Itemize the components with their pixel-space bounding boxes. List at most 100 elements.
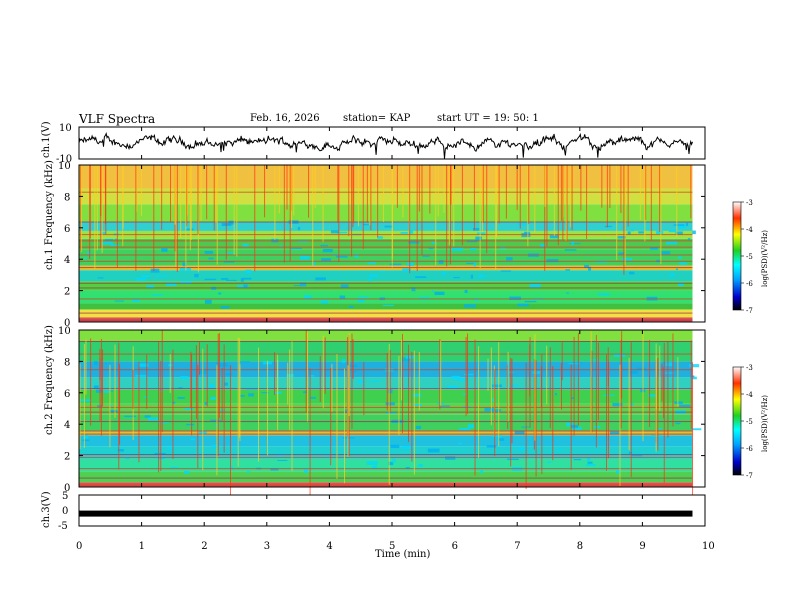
spec-streak	[562, 165, 564, 218]
spec-streak	[659, 165, 661, 232]
spec-speckle	[411, 287, 416, 292]
time-tick-label: 9	[639, 541, 645, 552]
spec-streak	[560, 363, 562, 410]
spec-streak	[690, 340, 692, 430]
spec-speckle	[297, 240, 309, 243]
spec-speckle	[406, 262, 414, 266]
spec-speckle	[400, 232, 408, 234]
spec-speckle	[447, 385, 459, 389]
spec-speckle	[379, 270, 385, 273]
spec-speckle	[627, 231, 631, 235]
spec-speckle	[401, 446, 412, 449]
spec-streak	[289, 349, 291, 431]
spec-streak	[370, 165, 372, 231]
spec-streak	[90, 338, 92, 426]
spec-speckle	[418, 464, 423, 467]
freq-tick-label: 0	[64, 483, 70, 494]
spec-streak	[274, 165, 276, 240]
spec-streak	[386, 352, 388, 411]
spec-streak	[216, 165, 218, 265]
spec-streak	[495, 165, 497, 270]
spec-speckle	[101, 231, 107, 235]
spec-speckle	[584, 265, 589, 269]
spec-speckle	[415, 276, 427, 278]
spec-speckle	[382, 304, 394, 307]
spec-speckle	[341, 359, 346, 363]
spec-speckle	[609, 431, 620, 435]
spec-streak	[398, 355, 400, 435]
spec-line	[79, 433, 693, 435]
spec-speckle	[324, 454, 328, 458]
spec-streak	[534, 334, 536, 441]
spec-speckle	[415, 425, 421, 430]
spec-speckle	[661, 251, 671, 255]
spec-streak	[319, 355, 321, 403]
spec-speckle	[665, 362, 673, 367]
spec-speckle	[142, 274, 151, 278]
spec-speckle	[431, 241, 436, 244]
ch3-ylabel: ch.3(V)	[41, 491, 52, 528]
spec-speckle	[228, 220, 235, 225]
ch1-waveform-line	[78, 131, 693, 159]
spec-streak	[274, 352, 276, 396]
spec-line	[79, 468, 693, 470]
spec-speckle	[384, 225, 393, 228]
spec-streak	[348, 165, 350, 237]
spec-streak	[416, 165, 418, 272]
spec-speckle	[621, 258, 633, 261]
spec-streak	[663, 342, 665, 483]
spec-band	[79, 165, 693, 189]
spec-streak	[337, 165, 339, 223]
spec-speckle	[245, 269, 252, 274]
time-tick-label: 0	[76, 541, 82, 552]
spec-speckle	[223, 261, 235, 263]
spec-speckle	[618, 252, 625, 255]
freq-tick-label: 2	[64, 452, 70, 463]
spec-line	[79, 353, 693, 355]
spec-streak	[119, 363, 121, 445]
spec-streak	[490, 347, 492, 426]
spec-speckle	[303, 391, 308, 394]
spec-speckle	[243, 284, 248, 288]
spec-streak	[659, 345, 661, 411]
spec-speckle	[87, 251, 91, 256]
spec-speckle	[668, 230, 678, 233]
spec-streak	[609, 165, 611, 209]
spec-streak	[357, 165, 359, 227]
spec-speckle	[486, 445, 497, 448]
spec-line	[79, 457, 693, 459]
spec-speckle	[498, 438, 505, 441]
spec-streak	[330, 367, 332, 466]
spec-streak	[577, 333, 579, 426]
spec-speckle	[304, 295, 312, 300]
spec-streak	[676, 165, 678, 237]
spec-streak	[544, 165, 546, 271]
time-axis: 0 1 2 3 4 5 6 7 8 9 10	[76, 127, 715, 552]
spec-speckle	[679, 262, 688, 266]
spec-streak	[100, 338, 102, 436]
spec-streak	[544, 165, 546, 207]
spec-speckle	[110, 390, 114, 392]
freq-tick-label: 8	[64, 192, 70, 203]
spec-speckle	[638, 231, 644, 234]
spec-streak	[96, 165, 98, 251]
spec-streak	[560, 165, 562, 222]
spec-speckle	[194, 273, 199, 278]
spec-speckle	[208, 257, 214, 260]
spec-streak	[586, 165, 588, 240]
spec-speckle	[491, 398, 495, 402]
spec-speckle	[499, 246, 506, 249]
spec-streak	[202, 348, 204, 471]
ch1-freq-ylabel: ch.1 Frequency (kHz)	[44, 160, 55, 270]
spec-speckle	[405, 466, 410, 470]
spec-streak	[351, 333, 353, 429]
spec-speckle	[565, 422, 575, 427]
spec-speckle	[204, 278, 217, 281]
spec-streak	[118, 342, 120, 470]
colorbar-tick-label: -4	[746, 391, 753, 399]
spec-line	[79, 240, 693, 242]
spec-speckle	[648, 394, 657, 397]
spec-speckle	[299, 282, 307, 287]
spec-speckle	[469, 248, 477, 251]
spec-streak	[443, 165, 445, 213]
